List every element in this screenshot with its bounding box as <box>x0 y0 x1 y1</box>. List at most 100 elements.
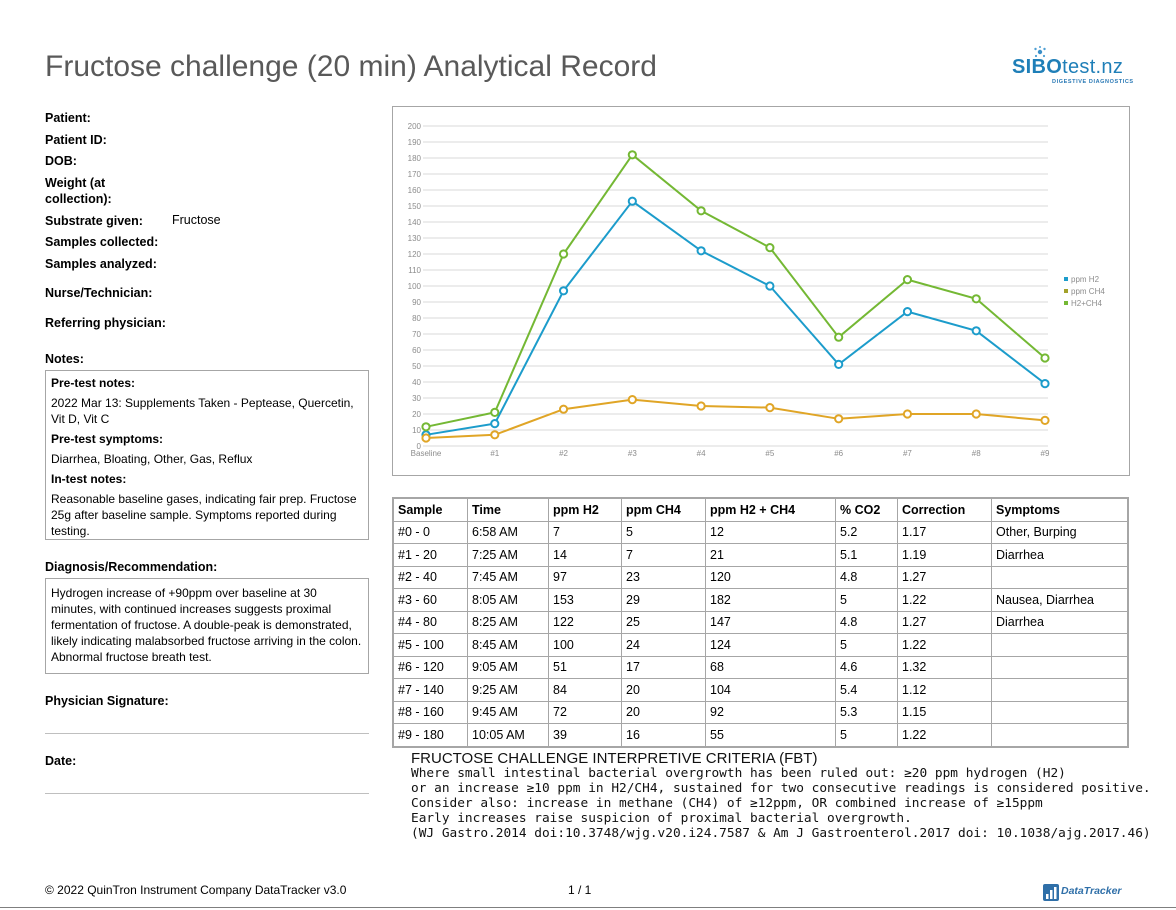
cell-correction: 1.22 <box>897 723 992 747</box>
data-point <box>1040 379 1050 389</box>
cell-co2: 5 <box>835 588 898 612</box>
notes-box: Pre-test notes: 2022 Mar 13: Supplements… <box>45 370 369 540</box>
data-point <box>834 414 844 424</box>
cell-sample: #6 - 120 <box>392 655 468 679</box>
substrate-label: Substrate given: <box>45 214 143 228</box>
data-point <box>765 281 775 291</box>
table-row: #7 - 140 9:25 AM 84 20 104 5.4 1.12 <box>392 678 1129 702</box>
x-tick-label: #8 <box>972 449 981 458</box>
table-header-row: Sample Time ppm H2 ppm CH4 ppm H2 + CH4 … <box>392 497 1129 522</box>
cell-correction: 1.27 <box>897 565 992 589</box>
x-tick-label: #6 <box>834 449 843 458</box>
table-row: #5 - 100 8:45 AM 100 24 124 5 1.22 <box>392 633 1129 657</box>
cell-sample: #4 - 80 <box>392 610 468 634</box>
cell-sample: #0 - 0 <box>392 520 468 544</box>
y-tick-label: 20 <box>412 410 421 419</box>
pretest-symptoms-text: Diarrhea, Bloating, Other, Gas, Reflux <box>51 452 253 466</box>
footer-copyright: © 2022 QuinTron Instrument Company DataT… <box>45 883 347 897</box>
cell-symptoms <box>991 723 1129 747</box>
col-header-ch4: ppm CH4 <box>621 497 706 522</box>
cell-h2-ch4: 21 <box>705 543 836 567</box>
y-tick-label: 120 <box>408 250 422 259</box>
y-tick-label: 90 <box>412 298 421 307</box>
datatracker-wordmark: DataTracker <box>1061 885 1122 897</box>
data-point <box>971 409 981 419</box>
cell-correction: 1.22 <box>897 633 992 657</box>
cell-sample: #7 - 140 <box>392 678 468 702</box>
y-tick-label: 130 <box>408 234 422 243</box>
data-point <box>696 401 706 411</box>
y-tick-label: 70 <box>412 330 421 339</box>
cell-symptoms <box>991 565 1129 589</box>
cell-h2-ch4: 55 <box>705 723 836 747</box>
y-tick-label: 10 <box>412 426 421 435</box>
cell-co2: 5.4 <box>835 678 898 702</box>
cell-h2: 100 <box>548 633 622 657</box>
diagnosis-text: Hydrogen increase of +90ppm over baselin… <box>51 586 362 664</box>
cell-time: 9:45 AM <box>467 700 549 724</box>
data-point <box>971 326 981 336</box>
data-point <box>490 407 500 417</box>
data-point <box>696 206 706 216</box>
criteria-title: FRUCTOSE CHALLENGE INTERPRETIVE CRITERIA… <box>411 750 818 767</box>
cell-correction: 1.32 <box>897 655 992 679</box>
col-header-h2: ppm H2 <box>548 497 622 522</box>
footer-page-number: 1 / 1 <box>568 883 592 897</box>
data-point <box>696 246 706 256</box>
interpretive-criteria: FRUCTOSE CHALLENGE INTERPRETIVE CRITERIA… <box>411 751 1151 841</box>
col-header-sample: Sample <box>392 497 468 522</box>
legend-label: H2+CH4 <box>1071 299 1102 308</box>
cell-time: 7:25 AM <box>467 543 549 567</box>
y-tick-label: 0 <box>417 442 422 451</box>
y-tick-label: 190 <box>408 138 422 147</box>
x-tick-label: #4 <box>697 449 706 458</box>
cell-h2-ch4: 120 <box>705 565 836 589</box>
table-row: #0 - 0 6:58 AM 7 5 12 5.2 1.17 Other, Burping <box>392 520 1129 544</box>
col-header-correction: Correction <box>897 497 992 522</box>
data-point <box>627 395 637 405</box>
cell-co2: 4.8 <box>835 565 898 589</box>
pretest-notes-text: 2022 Mar 13: Supplements Taken - Pepteas… <box>51 396 354 426</box>
dob-label: DOB: <box>45 154 77 168</box>
chart-svg: 0 10 20 30 40 50 60 70 80 90 100 110 120 130 140 150 160… <box>408 122 1106 458</box>
x-tick-label: #5 <box>765 449 774 458</box>
samples-analyzed-label: Samples analyzed: <box>45 257 157 271</box>
cell-h2-ch4: 92 <box>705 700 836 724</box>
cell-correction: 1.15 <box>897 700 992 724</box>
criteria-line: Consider also: increase in methane (CH4)… <box>411 796 1043 811</box>
data-point <box>421 422 431 432</box>
data-point <box>627 196 637 206</box>
cell-ch4: 20 <box>621 678 706 702</box>
table-row: #8 - 160 9:45 AM 72 20 92 5.3 1.15 <box>392 700 1129 724</box>
intest-notes-label: In-test notes: <box>51 472 127 486</box>
data-point <box>490 419 500 429</box>
col-header-symptoms: Symptoms <box>991 497 1129 522</box>
y-tick-label: 40 <box>412 378 421 387</box>
cell-symptoms: Other, Burping <box>991 520 1129 544</box>
nurse-label: Nurse/Technician: <box>45 286 153 300</box>
x-tick-label: #7 <box>903 449 912 458</box>
cell-correction: 1.19 <box>897 543 992 567</box>
cell-sample: #2 - 40 <box>392 565 468 589</box>
cell-ch4: 23 <box>621 565 706 589</box>
criteria-line: or an increase ≥10 ppm in H2/CH4, sustai… <box>411 781 1151 796</box>
legend-swatch <box>1064 301 1068 305</box>
x-tick-label: Baseline <box>411 449 442 458</box>
logo-dots-icon <box>1034 46 1046 58</box>
cell-h2: 122 <box>548 610 622 634</box>
data-point <box>902 307 913 317</box>
date-line <box>45 793 369 794</box>
breath-test-chart: 0 10 20 30 40 50 60 70 80 90 100 110 120 130 140 150 160… <box>392 106 1130 476</box>
data-point <box>1040 415 1050 425</box>
logo-bold-text: SIBO <box>1012 56 1063 78</box>
x-tick-label: #1 <box>490 449 499 458</box>
cell-h2: 7 <box>548 520 622 544</box>
cell-ch4: 17 <box>621 655 706 679</box>
diagnosis-box: Hydrogen increase of +90ppm over baselin… <box>45 578 369 674</box>
cell-time: 8:45 AM <box>467 633 549 657</box>
notes-heading: Notes: <box>45 352 84 366</box>
results-table: Sample Time ppm H2 ppm CH4 ppm H2 + CH4 … <box>392 497 1129 748</box>
data-point <box>971 294 981 304</box>
col-header-co2: % CO2 <box>835 497 898 522</box>
cell-co2: 5.1 <box>835 543 898 567</box>
